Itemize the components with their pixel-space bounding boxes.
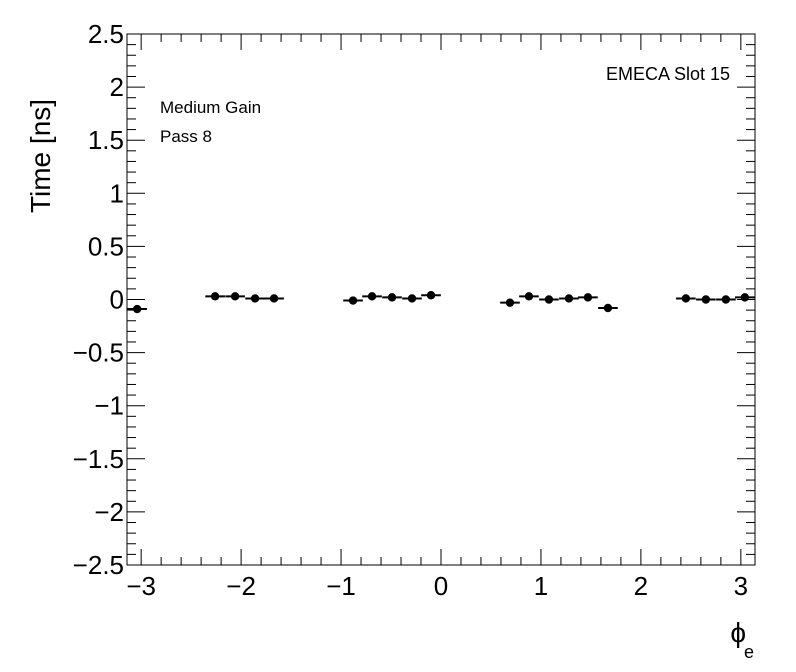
- y-tick-label: −1: [94, 391, 124, 421]
- data-point: [559, 294, 579, 303]
- point-marker: [603, 303, 613, 313]
- axis-tick-labels: −3 −2 −1 0 1 2 3 −2.5 −2 −1.5 −1 −0.5 0 0.5 1 1.5 2 2.5: [73, 19, 748, 601]
- data-points: [127, 291, 755, 314]
- point-marker: [348, 296, 358, 305]
- x-tick-label: 1: [534, 571, 548, 601]
- data-point: [245, 294, 265, 303]
- data-point: [578, 293, 598, 302]
- gain-annotation: Medium Gain: [160, 98, 261, 117]
- y-tick-label: −0.5: [73, 338, 124, 368]
- point-marker: [367, 292, 377, 301]
- y-tick-label: 1: [110, 178, 124, 208]
- y-axis-label: Time [ns]: [25, 99, 56, 213]
- point-marker: [269, 294, 279, 303]
- data-point: [676, 294, 696, 303]
- point-marker: [250, 294, 260, 303]
- point-marker: [564, 294, 574, 303]
- data-point: [696, 295, 716, 304]
- data-point: [382, 293, 402, 302]
- data-point: [343, 296, 363, 305]
- data-point: [421, 291, 441, 300]
- y-tick-label: 2: [110, 72, 124, 102]
- point-marker: [721, 295, 731, 304]
- point-marker: [426, 291, 436, 300]
- point-marker: [701, 295, 711, 304]
- data-point: [402, 294, 422, 303]
- y-tick-label: 0.5: [88, 231, 124, 261]
- x-axis-label: ϕ: [730, 617, 746, 648]
- y-tick-label: 1.5: [88, 125, 124, 155]
- slot-annotation: EMECA Slot 15: [606, 64, 730, 84]
- point-marker: [544, 295, 554, 304]
- x-tick-label: 0: [434, 571, 448, 601]
- x-tick-label: −3: [126, 571, 156, 601]
- data-point: [362, 292, 382, 301]
- y-tick-label: 0: [110, 285, 124, 315]
- point-marker: [681, 294, 691, 303]
- data-point: [539, 295, 559, 304]
- data-point: [735, 293, 755, 302]
- data-point: [205, 292, 225, 301]
- x-tick-label: −1: [326, 571, 356, 601]
- data-point: [716, 295, 736, 304]
- x-tick-label: 3: [734, 571, 748, 601]
- y-tick-label: −2.5: [73, 550, 124, 580]
- point-marker: [524, 292, 534, 301]
- y-tick-label: −2: [94, 497, 124, 527]
- pass-annotation: Pass 8: [160, 127, 212, 146]
- axis-ticks: [127, 33, 755, 566]
- data-point: [598, 303, 618, 313]
- point-marker: [230, 292, 240, 301]
- data-point: [225, 292, 245, 301]
- x-axis-label-subscript: e: [744, 642, 754, 662]
- point-marker: [210, 292, 220, 301]
- y-tick-label: 2.5: [88, 19, 124, 49]
- data-point: [519, 292, 539, 301]
- point-marker: [583, 293, 593, 302]
- point-marker: [407, 294, 417, 303]
- data-point: [127, 304, 147, 314]
- x-tick-label: 2: [634, 571, 648, 601]
- point-marker: [505, 298, 515, 307]
- point-marker: [740, 293, 750, 302]
- data-point: [264, 294, 284, 303]
- plot-frame: [126, 33, 756, 566]
- data-point: [500, 298, 520, 307]
- x-tick-label: −2: [226, 571, 256, 601]
- point-marker: [387, 293, 397, 302]
- y-tick-label: −1.5: [73, 444, 124, 474]
- point-marker: [132, 304, 142, 314]
